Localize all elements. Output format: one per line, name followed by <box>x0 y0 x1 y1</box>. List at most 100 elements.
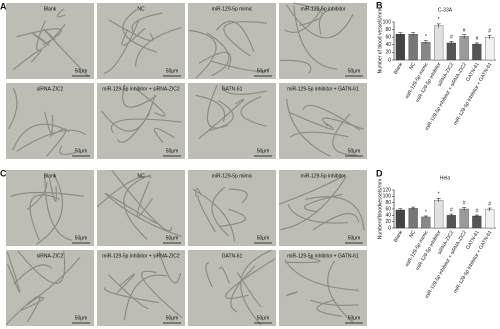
bar <box>408 34 418 61</box>
vessel <box>96 169 182 240</box>
bar <box>472 215 482 229</box>
bar <box>421 41 431 61</box>
error-bar <box>398 208 403 212</box>
scale-label: 50μm <box>166 315 179 321</box>
error-bar <box>398 32 403 36</box>
vessel <box>10 173 85 245</box>
micrograph <box>97 250 185 326</box>
image-label: siRNA-ZIC2 <box>37 253 64 259</box>
bar <box>459 208 469 229</box>
vessel <box>188 20 271 79</box>
y-tick-label: 100 <box>383 19 392 25</box>
x-tick-label: NC <box>408 229 417 239</box>
y-tick-label: 120 <box>383 187 392 193</box>
image-label: miR-129-5p inhibitor + GATN-61 <box>287 253 359 259</box>
y-tick-label: 80 <box>385 27 391 33</box>
significance-mark: # <box>488 201 491 207</box>
scale-label: 50μm <box>75 148 88 154</box>
bar <box>434 25 444 61</box>
significance-mark: * <box>425 209 427 215</box>
chart-title: Hela <box>440 175 451 181</box>
vessel <box>103 9 182 74</box>
image-label: GATN-61 <box>222 253 243 259</box>
y-tick-label: 0 <box>388 225 391 231</box>
image-label: Blank <box>44 6 57 12</box>
y-tick-label: 80 <box>385 200 391 206</box>
image-label: NC <box>137 6 145 12</box>
significance-mark: # <box>450 207 453 213</box>
scale-label: 50μm <box>75 315 88 321</box>
vessel <box>5 250 81 325</box>
error-bar <box>449 41 454 45</box>
significance-mark: # <box>450 35 453 41</box>
bar <box>485 37 495 61</box>
bar <box>459 36 469 61</box>
bar <box>395 34 405 61</box>
image-label: GATN-61 <box>222 86 243 92</box>
bar <box>446 42 456 61</box>
vessel <box>284 257 360 323</box>
error-bar <box>423 40 428 44</box>
image-label: miR-129-5p inhibitor + siRNA-ZIC2 <box>102 86 180 92</box>
vessel <box>192 186 248 242</box>
error-bar <box>411 32 416 36</box>
scale-label: 50μm <box>166 68 179 74</box>
bar <box>446 215 456 229</box>
y-axis-label: Number of blood vessels/mm <box>377 9 383 74</box>
error-bar <box>436 23 441 28</box>
scale-label: 50μm <box>166 148 179 154</box>
y-tick-label: 60 <box>385 206 391 212</box>
significance-mark: * <box>425 34 427 40</box>
significance-mark: # <box>463 28 466 34</box>
vessel <box>279 2 354 75</box>
error-bar <box>474 42 479 46</box>
vessel <box>101 84 182 143</box>
significance-mark: # <box>475 36 478 42</box>
y-tick-label: 60 <box>385 35 391 41</box>
y-tick-label: 20 <box>385 50 391 56</box>
image-label: miR-129-5p mimic <box>212 173 253 179</box>
scale-label: 50μm <box>166 235 179 241</box>
image-label: NC <box>137 173 145 179</box>
vessel <box>205 249 276 326</box>
image-label: Blank <box>44 173 57 179</box>
x-tick-label: Blank <box>393 61 405 75</box>
error-bar <box>449 213 454 217</box>
vessel <box>104 250 183 321</box>
error-bar <box>423 215 428 218</box>
micrograph <box>97 3 185 79</box>
scale-label: 50μm <box>257 148 270 154</box>
panel-letter: C <box>0 168 7 178</box>
bar <box>395 209 405 229</box>
scale-label: 50μm <box>348 148 361 154</box>
vessel <box>8 87 87 157</box>
error-bar <box>487 35 492 40</box>
bar <box>472 43 482 61</box>
scale-label: 50μm <box>348 315 361 321</box>
micrograph <box>279 170 367 246</box>
panel-letter: D <box>376 168 383 178</box>
vessel <box>278 174 365 231</box>
error-bar <box>462 34 467 39</box>
error-bar <box>436 197 441 203</box>
image-label: miR-129-5p inhibitor <box>300 6 345 12</box>
bar <box>434 199 444 229</box>
scale-label: 50μm <box>348 235 361 241</box>
significance-mark: # <box>475 208 478 214</box>
panel-letter: B <box>376 0 383 10</box>
micrograph <box>6 83 94 159</box>
x-tick-label: Blank <box>393 229 405 243</box>
micrograph <box>188 83 276 159</box>
significance-mark: * <box>438 17 440 23</box>
scale-label: 50μm <box>257 315 270 321</box>
y-tick-label: 40 <box>385 42 391 48</box>
significance-mark: # <box>488 29 491 35</box>
y-tick-label: 40 <box>385 213 391 219</box>
image-label: miR-129-5p mimic <box>212 6 253 12</box>
vessel <box>195 84 268 139</box>
error-bar <box>411 206 416 210</box>
error-bar <box>487 207 492 212</box>
vessel <box>12 8 90 78</box>
